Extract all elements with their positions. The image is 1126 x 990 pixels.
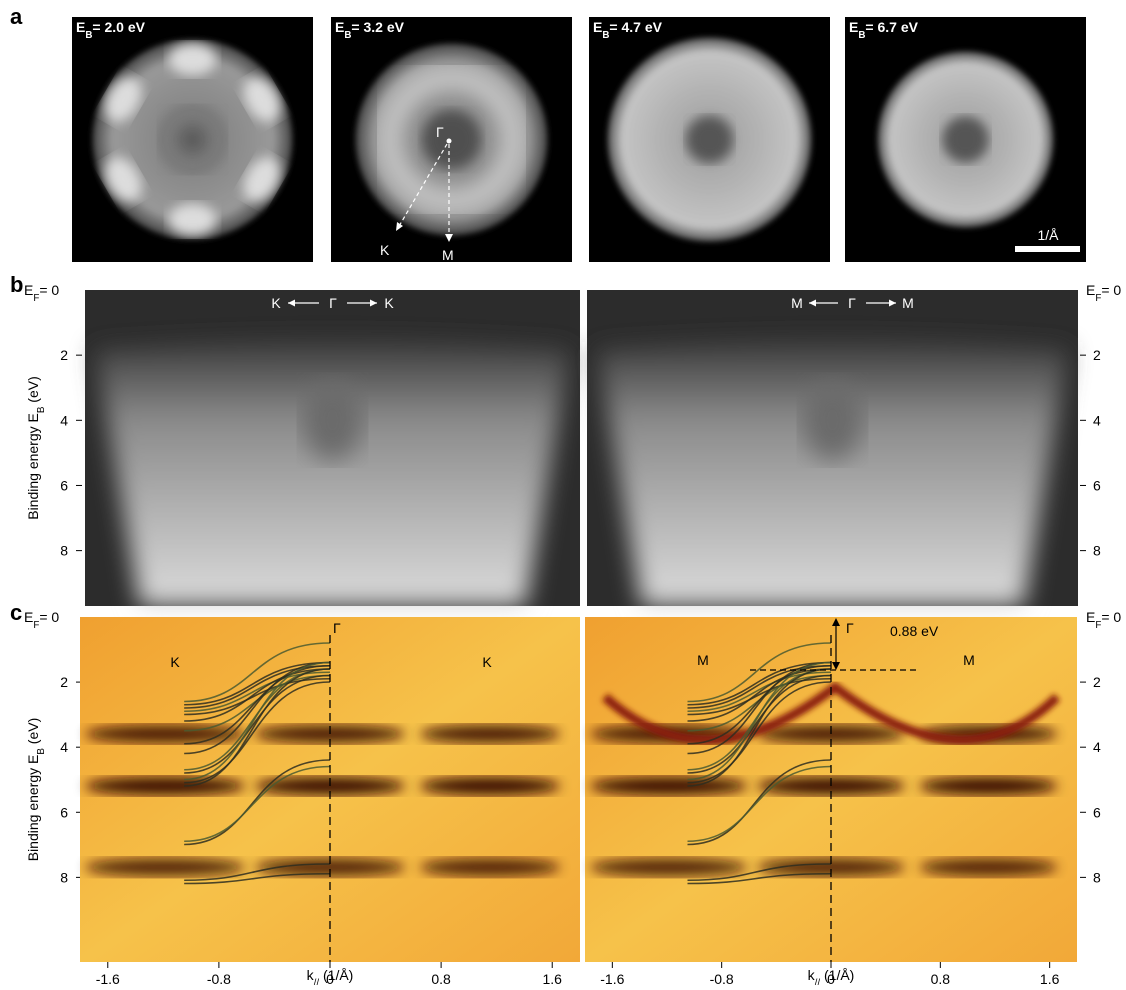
arpes-map bbox=[587, 290, 1078, 606]
text-part: E bbox=[76, 19, 85, 35]
text-part: = 3.2 eV bbox=[351, 19, 404, 35]
scale-bar bbox=[1015, 246, 1080, 252]
y-axis-label: Binding energy EB (eV) bbox=[25, 376, 47, 520]
fermi-label: EF= 0 bbox=[1086, 282, 1121, 304]
y-tick-label: 2 bbox=[60, 347, 68, 363]
subscript: B bbox=[344, 30, 351, 41]
panel-label: a bbox=[10, 4, 23, 29]
gamma-point bbox=[447, 139, 452, 144]
text-part: E bbox=[849, 19, 858, 35]
point-label: M bbox=[963, 652, 975, 668]
path-label: Γ bbox=[848, 295, 856, 311]
text-part: = 0 bbox=[1101, 282, 1121, 298]
text-part: (1/Å) bbox=[820, 967, 854, 983]
x-tick-label: 1.6 bbox=[1040, 971, 1060, 985]
subscript: B bbox=[85, 30, 92, 41]
text-part: Binding energy bbox=[25, 422, 41, 519]
curvature-map bbox=[80, 617, 580, 962]
subscript: B bbox=[858, 30, 865, 41]
text-part: = 4.7 eV bbox=[609, 19, 662, 35]
text-part: E bbox=[335, 19, 344, 35]
fermi-label: EF= 0 bbox=[24, 609, 59, 631]
x-tick-label: -1.6 bbox=[96, 971, 120, 985]
text-part: E bbox=[25, 755, 41, 764]
text-part: E bbox=[593, 19, 602, 35]
y-tick-label: 2 bbox=[1093, 674, 1101, 690]
x-tick-label: -0.8 bbox=[207, 971, 231, 985]
panel-label: b bbox=[10, 272, 23, 297]
x-axis-label: k// (1/Å) bbox=[307, 967, 354, 985]
center-feature bbox=[803, 380, 863, 460]
text-part: = 6.7 eV bbox=[865, 19, 918, 35]
text-part: E bbox=[1086, 282, 1095, 298]
gamma-label: Γ bbox=[436, 124, 444, 140]
x-tick-label: -1.6 bbox=[600, 971, 624, 985]
m-label: M bbox=[442, 247, 454, 263]
x-tick-label: -0.8 bbox=[710, 971, 734, 985]
intensity-center bbox=[424, 112, 480, 168]
scale-label: 1/Å bbox=[1037, 227, 1059, 243]
figure: abcEB= 2.0 eVEB= 3.2 eVEB= 4.7 eVEB= 6.7… bbox=[0, 0, 1126, 985]
photoemission-fan bbox=[95, 340, 570, 606]
text-part: = 2.0 eV bbox=[92, 19, 145, 35]
path-label: Γ bbox=[329, 295, 337, 311]
y-tick-label: 8 bbox=[1093, 543, 1101, 559]
text-part: = 0 bbox=[39, 282, 59, 298]
text-part: Binding energy bbox=[25, 764, 41, 861]
photoemission-fan bbox=[597, 340, 1068, 606]
y-tick-label: 6 bbox=[1093, 804, 1101, 820]
y-tick-label: 8 bbox=[60, 869, 68, 885]
point-label: K bbox=[170, 654, 180, 670]
intensity-spot bbox=[169, 44, 217, 76]
text-part: E bbox=[25, 413, 41, 422]
path-label: M bbox=[902, 295, 914, 311]
intensity-spot bbox=[169, 204, 217, 236]
intensity-center bbox=[944, 118, 988, 162]
y-tick-label: 2 bbox=[1093, 347, 1101, 363]
gamma-label: Γ bbox=[846, 620, 854, 636]
gap-label: 0.88 eV bbox=[890, 623, 939, 639]
arpes-map bbox=[85, 290, 580, 606]
y-tick-label: 4 bbox=[1093, 412, 1101, 428]
path-label: K bbox=[271, 295, 281, 311]
text-part: E bbox=[24, 282, 33, 298]
fermi-label: EF= 0 bbox=[24, 282, 59, 304]
k-label: K bbox=[380, 242, 390, 258]
panel-label: c bbox=[10, 600, 22, 625]
text-part: = 0 bbox=[1101, 609, 1121, 625]
text-part: = 0 bbox=[39, 609, 59, 625]
y-axis-label: Binding energy EB (eV) bbox=[25, 718, 47, 862]
path-label: M bbox=[791, 295, 803, 311]
x-tick-label: 0.8 bbox=[931, 971, 951, 985]
point-label: K bbox=[482, 654, 492, 670]
y-tick-label: 6 bbox=[1093, 477, 1101, 493]
y-tick-label: 6 bbox=[60, 477, 68, 493]
y-tick-label: 4 bbox=[60, 739, 68, 755]
gamma-label: Γ bbox=[333, 620, 341, 636]
y-tick-label: 4 bbox=[1093, 739, 1101, 755]
text-part: E bbox=[1086, 609, 1095, 625]
y-tick-label: 8 bbox=[60, 543, 68, 559]
x-axis-label: k// (1/Å) bbox=[808, 967, 855, 985]
y-tick-label: 4 bbox=[60, 412, 68, 428]
y-tick-label: 8 bbox=[1093, 869, 1101, 885]
point-label: M bbox=[697, 652, 709, 668]
y-tick-label: 2 bbox=[60, 674, 68, 690]
curvature-map bbox=[585, 617, 1077, 962]
subscript: B bbox=[602, 30, 609, 41]
fermi-label: EF= 0 bbox=[1086, 609, 1121, 631]
text-part: (1/Å) bbox=[319, 967, 353, 983]
text-part: E bbox=[24, 609, 33, 625]
y-tick-label: 6 bbox=[60, 804, 68, 820]
intensity-center bbox=[688, 118, 732, 162]
text-part: (eV) bbox=[25, 718, 41, 748]
x-tick-label: 0.8 bbox=[431, 971, 451, 985]
path-label: K bbox=[384, 295, 394, 311]
center-feature bbox=[303, 380, 363, 460]
x-tick-label: 1.6 bbox=[542, 971, 562, 985]
text-part: (eV) bbox=[25, 376, 41, 406]
